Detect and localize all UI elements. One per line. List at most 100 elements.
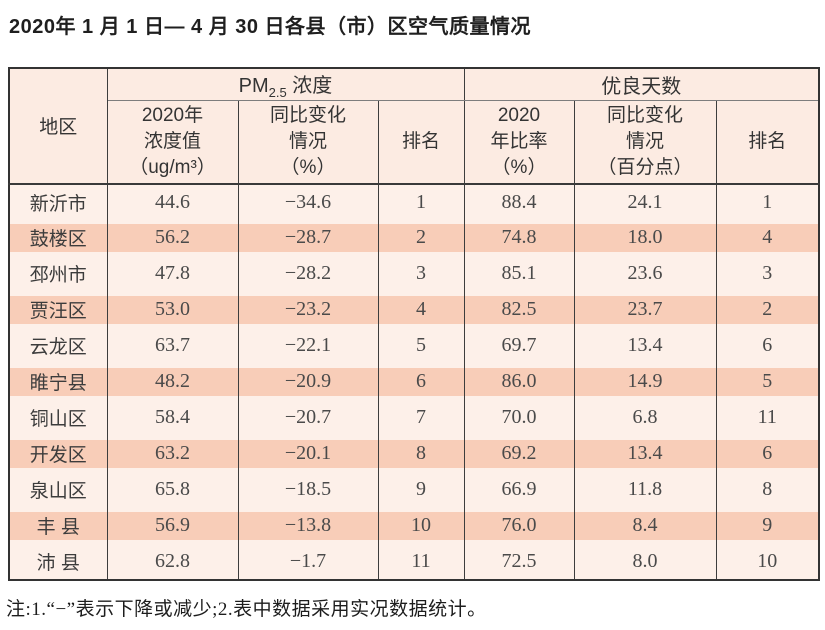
good-ratio-cell: 86.0 bbox=[463, 363, 575, 400]
good-rank-cell: 6 bbox=[715, 435, 820, 472]
good-ratio-cell: 70.0 bbox=[463, 399, 575, 436]
header-line: 2020 bbox=[497, 104, 541, 126]
pm25-change-cell: −23.2 bbox=[237, 291, 379, 328]
table-row: 鼓楼区 56.2 −28.7 2 74.8 18.0 4 bbox=[8, 219, 820, 256]
good-ratio-cell: 82.5 bbox=[463, 291, 575, 328]
good-rank-cell: 8 bbox=[715, 471, 820, 508]
good-rank-cell: 1 bbox=[715, 183, 820, 220]
good-change-cell: 14.9 bbox=[573, 363, 717, 400]
header-row-groups: 地区 PM2.5 浓度 优良天数 bbox=[8, 68, 820, 185]
good-rank-cell: 10 bbox=[715, 543, 820, 580]
region-cell: 开发区 bbox=[8, 435, 108, 472]
pm25-value-cell: 53.0 bbox=[106, 291, 239, 328]
good-rank-cell: 2 bbox=[715, 291, 820, 328]
good-ratio-cell: 69.2 bbox=[463, 435, 575, 472]
pm25-label-suffix: 浓度 bbox=[286, 75, 333, 97]
good-change-cell: 8.4 bbox=[573, 507, 717, 544]
pm25-value-cell: 44.6 bbox=[106, 183, 239, 220]
footnote: 注:1.“−”表示下降或减少;2.表中数据采用实况数据统计。 bbox=[6, 598, 487, 620]
page: 2020年 1 月 1 日— 4 月 30 日各县（市）区空气质量情况 地区 P… bbox=[0, 10, 825, 630]
header-line: 年比率 bbox=[490, 130, 548, 152]
table-row: 睢宁县 48.2 −20.9 6 86.0 14.9 5 bbox=[8, 363, 820, 400]
region-cell: 铜山区 bbox=[8, 399, 108, 436]
pm25-value-cell: 47.8 bbox=[106, 255, 239, 292]
good-change-cell: 24.1 bbox=[573, 183, 717, 220]
good-rank-cell: 6 bbox=[715, 327, 820, 364]
pm25-rank-cell: 6 bbox=[377, 363, 465, 400]
good-ratio-cell: 72.5 bbox=[463, 543, 575, 580]
region-cell: 鼓楼区 bbox=[8, 219, 108, 256]
header-line: 同比变化 bbox=[269, 104, 346, 126]
pm25-change-cell: −28.7 bbox=[237, 219, 379, 256]
header-line: 2020年 bbox=[141, 104, 204, 126]
table-row: 丰 县 56.9 −13.8 10 76.0 8.4 9 bbox=[8, 507, 820, 544]
pm25-change-cell: −18.5 bbox=[237, 471, 379, 508]
table-row: 新沂市 44.6 −34.6 1 88.4 24.1 1 bbox=[8, 183, 820, 220]
table-header: 地区 PM2.5 浓度 优良天数 2020年 浓度值 （ug/m³） 同比变化 … bbox=[8, 68, 820, 185]
header-line: （%） bbox=[491, 156, 547, 178]
header-pm25-rank: 排名 bbox=[377, 100, 465, 185]
header-good-days-group: 优良天数 bbox=[463, 68, 820, 101]
header-line: 情况 bbox=[288, 130, 327, 152]
pm25-change-cell: −34.6 bbox=[237, 183, 379, 220]
good-change-cell: 23.7 bbox=[573, 291, 717, 328]
pm25-rank-cell: 11 bbox=[377, 543, 465, 580]
header-pm25-change: 同比变化 情况 （%） bbox=[237, 100, 379, 185]
pm25-rank-cell: 5 bbox=[377, 327, 465, 364]
region-cell: 睢宁县 bbox=[8, 363, 108, 400]
table-body: 新沂市 44.6 −34.6 1 88.4 24.1 1 鼓楼区 56.2 −2… bbox=[8, 183, 820, 580]
header-pm25-group: PM2.5 浓度 bbox=[106, 68, 465, 101]
good-change-cell: 13.4 bbox=[573, 327, 717, 364]
region-cell: 邳州市 bbox=[8, 255, 108, 292]
pm25-rank-cell: 1 bbox=[377, 183, 465, 220]
header-line: 情况 bbox=[625, 130, 664, 152]
table-row: 贾汪区 53.0 −23.2 4 82.5 23.7 2 bbox=[8, 291, 820, 328]
header-line: 同比变化 bbox=[606, 104, 683, 126]
good-change-cell: 18.0 bbox=[573, 219, 717, 256]
pm25-change-cell: −22.1 bbox=[237, 327, 379, 364]
header-line: （ug/m³） bbox=[129, 156, 216, 178]
pm25-value-cell: 58.4 bbox=[106, 399, 239, 436]
header-line: 浓度值 bbox=[143, 130, 201, 152]
air-quality-table: 地区 PM2.5 浓度 优良天数 2020年 浓度值 （ug/m³） 同比变化 … bbox=[8, 67, 821, 581]
region-cell: 新沂市 bbox=[8, 183, 108, 220]
good-change-cell: 11.8 bbox=[573, 471, 717, 508]
good-change-cell: 23.6 bbox=[573, 255, 717, 292]
good-ratio-cell: 88.4 bbox=[463, 183, 575, 220]
good-rank-cell: 5 bbox=[715, 363, 820, 400]
pm25-rank-cell: 4 bbox=[377, 291, 465, 328]
good-ratio-cell: 69.7 bbox=[463, 327, 575, 364]
good-ratio-cell: 66.9 bbox=[463, 471, 575, 508]
pm25-value-cell: 63.7 bbox=[106, 327, 239, 364]
good-rank-cell: 3 bbox=[715, 255, 820, 292]
good-rank-cell: 9 bbox=[715, 507, 820, 544]
header-region: 地区 bbox=[8, 68, 108, 185]
good-change-cell: 8.0 bbox=[573, 543, 717, 580]
region-cell: 丰 县 bbox=[8, 507, 108, 544]
pm25-value-cell: 56.2 bbox=[106, 219, 239, 256]
table-row: 云龙区 63.7 −22.1 5 69.7 13.4 6 bbox=[8, 327, 820, 364]
good-ratio-cell: 85.1 bbox=[463, 255, 575, 292]
pm25-rank-cell: 8 bbox=[377, 435, 465, 472]
pm25-rank-cell: 10 bbox=[377, 507, 465, 544]
pm25-value-cell: 65.8 bbox=[106, 471, 239, 508]
pm25-change-cell: −20.7 bbox=[237, 399, 379, 436]
good-rank-cell: 4 bbox=[715, 219, 820, 256]
region-cell: 贾汪区 bbox=[8, 291, 108, 328]
pm25-label-prefix: PM bbox=[238, 75, 269, 97]
pm25-rank-cell: 3 bbox=[377, 255, 465, 292]
pm25-rank-cell: 9 bbox=[377, 471, 465, 508]
pm25-change-cell: −1.7 bbox=[237, 543, 379, 580]
region-cell: 云龙区 bbox=[8, 327, 108, 364]
pm25-label-subscript: 2.5 bbox=[268, 85, 287, 100]
pm25-value-cell: 56.9 bbox=[106, 507, 239, 544]
header-pm25-value: 2020年 浓度值 （ug/m³） bbox=[106, 100, 239, 185]
good-ratio-cell: 76.0 bbox=[463, 507, 575, 544]
pm25-value-cell: 48.2 bbox=[106, 363, 239, 400]
good-change-cell: 13.4 bbox=[573, 435, 717, 472]
header-good-ratio: 2020 年比率 （%） bbox=[463, 100, 575, 185]
header-row-columns: 2020年 浓度值 （ug/m³） 同比变化 情况 （%） 排名 2020 年比… bbox=[9, 100, 820, 185]
header-line: （%） bbox=[280, 156, 336, 178]
good-rank-cell: 11 bbox=[715, 399, 820, 436]
region-cell: 沛 县 bbox=[8, 543, 108, 580]
